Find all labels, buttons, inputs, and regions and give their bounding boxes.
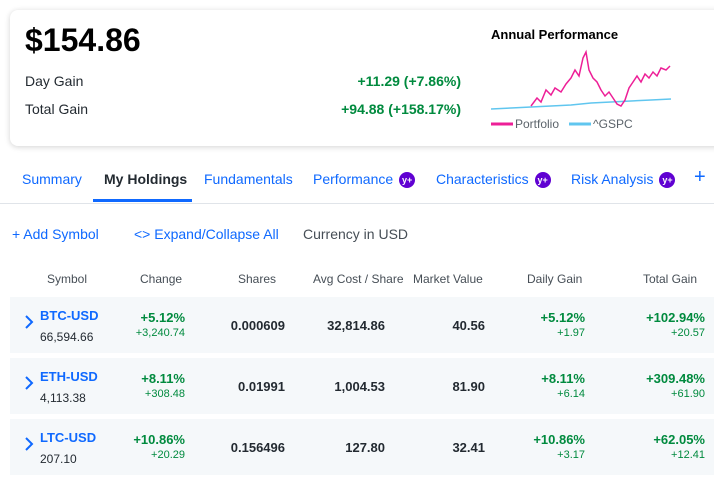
- column-header: Avg Cost / Share: [313, 272, 404, 286]
- add-tab-icon[interactable]: +: [694, 166, 706, 188]
- tab[interactable]: My Holdings: [104, 171, 187, 187]
- expand-chevron[interactable]: [22, 375, 34, 393]
- daily-gain: +3.17: [557, 449, 585, 461]
- tab-label: Performance: [313, 171, 394, 187]
- expand-collapse[interactable]: <> Expand/Collapse All: [134, 226, 279, 242]
- total-gain: +94.88 (+158.17%): [341, 101, 461, 117]
- symbol[interactable]: LTC-USD: [40, 430, 97, 445]
- tab-label: Risk Analysis: [571, 171, 654, 187]
- change-pct: +10.86%: [133, 432, 185, 447]
- change-pct: +5.12%: [140, 310, 185, 325]
- day-gain: +11.29 (+7.86%): [357, 73, 461, 89]
- price: 4,113.38: [40, 391, 86, 405]
- holding-row[interactable]: ETH-USD 4,113.38 +8.11% +308.48 0.01991 1,004…: [10, 358, 714, 414]
- total-gain-pct: +102.94%: [646, 310, 705, 325]
- tab[interactable]: Performance y+: [313, 171, 416, 189]
- column-header: Change: [140, 272, 183, 286]
- tab-label: Characteristics: [436, 171, 529, 187]
- premium-badge: y+: [534, 172, 551, 189]
- daily-gain: +6.14: [557, 388, 585, 400]
- chart-title: Annual Performance: [491, 27, 619, 42]
- avg-cost: 127.80: [345, 440, 385, 455]
- total-gain-pct: +62.05%: [653, 432, 705, 447]
- tab[interactable]: Summary: [22, 171, 82, 187]
- change: +308.48: [144, 388, 185, 400]
- active-tab-underline: [93, 199, 192, 202]
- symbol[interactable]: BTC-USD: [40, 308, 99, 323]
- premium-badge: y+: [399, 172, 416, 189]
- column-header: Daily Gain: [527, 272, 583, 286]
- price: 66,594.66: [40, 330, 94, 344]
- sparkline: [491, 49, 672, 110]
- total-gain: +12.41: [671, 449, 705, 461]
- column-header: Shares: [237, 272, 276, 286]
- tab-label: Fundamentals: [204, 171, 293, 187]
- currency: Currency in USD: [303, 226, 409, 242]
- tab[interactable]: Risk Analysis y+: [571, 171, 676, 189]
- change: +3,240.74: [135, 327, 185, 339]
- expand-chevron[interactable]: [22, 314, 34, 332]
- divider: [0, 203, 714, 204]
- add-symbol[interactable]: + Add Symbol: [12, 226, 99, 242]
- premium-badge: y+: [659, 172, 676, 189]
- legend-swatch: [569, 122, 591, 126]
- portfolio-line: [530, 49, 671, 107]
- expand-collapse-label: Expand/Collapse All: [154, 226, 279, 242]
- chevron-icon: [25, 437, 34, 451]
- avg-cost: 1,004.53: [334, 379, 385, 394]
- summary-card: [10, 10, 714, 146]
- market-value: 32.41: [452, 440, 485, 455]
- change: +20.29: [151, 449, 185, 461]
- daily-gain: +1.97: [557, 327, 585, 339]
- holding-row[interactable]: BTC-USD 66,594.66 +5.12% +3,240.74 0.000609 3…: [10, 297, 714, 353]
- column-header: Symbol: [47, 272, 88, 286]
- tab[interactable]: Characteristics y+: [436, 171, 551, 189]
- symbol[interactable]: ETH-USD: [40, 369, 98, 384]
- tab-label: My Holdings: [104, 171, 188, 187]
- column-header: Market Value: [413, 272, 483, 286]
- tab[interactable]: Fundamentals: [204, 171, 293, 187]
- daily-gain-pct: +10.86%: [533, 432, 585, 447]
- shares: 0.000609: [230, 318, 285, 333]
- code-icon: <>: [134, 226, 155, 242]
- price: 207.10: [40, 452, 77, 466]
- total-gain: +20.57: [671, 327, 705, 339]
- chevron-icon: [25, 376, 34, 390]
- tab-label: Summary: [22, 171, 82, 187]
- legend-label: Portfolio: [515, 117, 560, 131]
- avg-cost: 32,814.86: [327, 318, 385, 333]
- plus-icon: +: [12, 226, 24, 242]
- column-header: Total Gain: [642, 272, 697, 286]
- daily-gain-pct: +5.12%: [540, 310, 585, 325]
- portfolio-value: $154.86: [25, 22, 141, 58]
- daily-gain-pct: +8.11%: [541, 371, 585, 386]
- gspc-line: [491, 98, 672, 110]
- market-value: 81.90: [452, 379, 485, 394]
- shares: 0.01991: [238, 379, 285, 394]
- day-gain-label: Day Gain: [25, 73, 84, 89]
- holding-row[interactable]: LTC-USD 207.10 +10.86% +20.29 0.156496 127.80…: [10, 419, 714, 475]
- total-gain: +61.90: [671, 388, 705, 400]
- shares: 0.156496: [230, 440, 285, 455]
- legend-swatch: [491, 122, 513, 126]
- expand-chevron[interactable]: [22, 436, 34, 454]
- change-pct: +8.11%: [141, 371, 185, 386]
- legend-label: ^GSPC: [593, 117, 633, 131]
- add-symbol-label: Add Symbol: [23, 226, 99, 242]
- chevron-icon: [25, 315, 34, 329]
- market-value: 40.56: [452, 318, 485, 333]
- total-gain-pct: +309.48%: [646, 371, 705, 386]
- total-gain-label: Total Gain: [25, 101, 89, 117]
